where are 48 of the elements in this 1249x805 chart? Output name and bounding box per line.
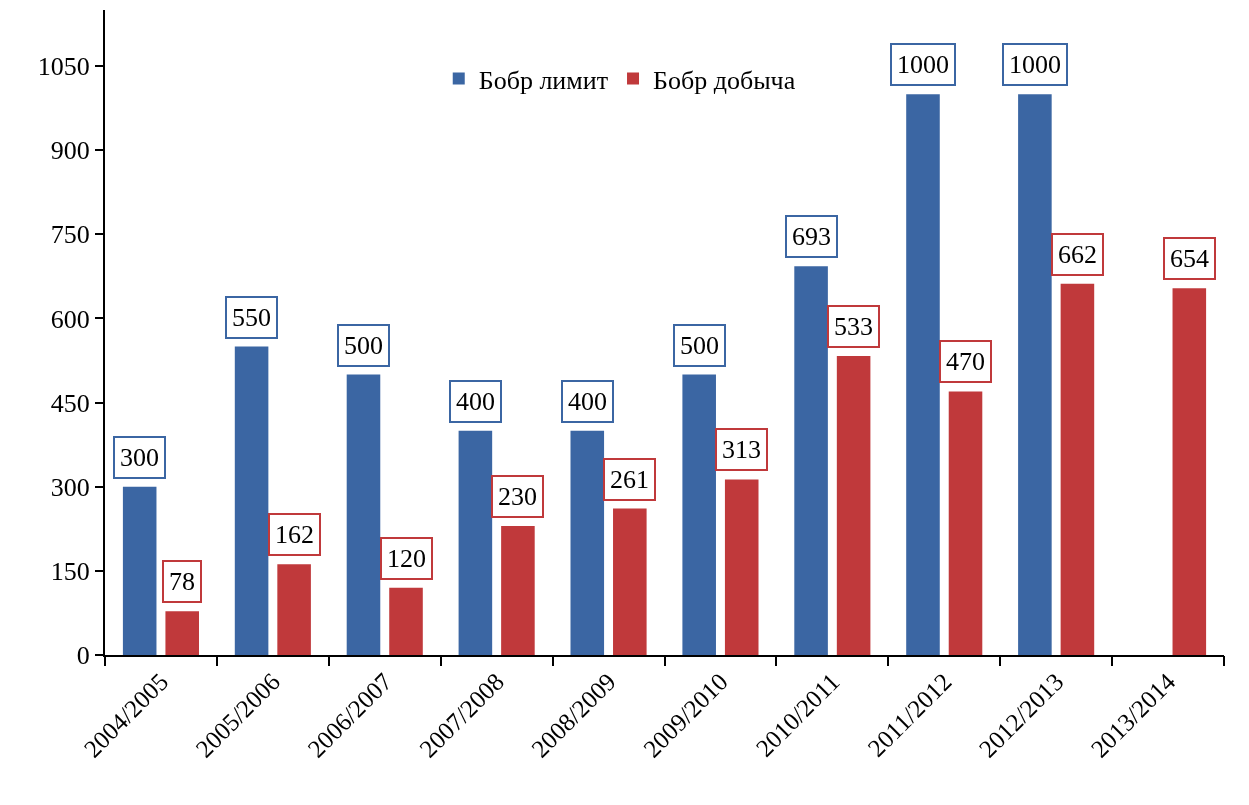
data-label: 120: [387, 544, 426, 573]
y-tick-label: 750: [50, 220, 90, 250]
bar: [501, 526, 535, 655]
data-label: 654: [1170, 244, 1209, 273]
bar: [613, 508, 647, 655]
bar: [389, 587, 423, 655]
y-tick-label: 450: [50, 388, 90, 418]
y-tick-label: 300: [50, 472, 90, 502]
data-label: 230: [498, 482, 537, 511]
bar: [794, 266, 828, 655]
data-label: 550: [232, 303, 271, 332]
y-tick-label: 1050: [37, 52, 90, 82]
bar: [948, 391, 983, 655]
legend-label: Бобр добыча: [653, 65, 796, 95]
bar: [682, 374, 716, 655]
bar: [122, 486, 157, 655]
data-label: 300: [120, 443, 159, 472]
legend-label: Бобр лимит: [478, 65, 609, 95]
data-label: 470: [946, 347, 985, 376]
bar: [570, 430, 605, 655]
data-label: 662: [1058, 240, 1097, 269]
bar: [836, 356, 871, 655]
data-label: 693: [792, 222, 831, 251]
y-tick-label: 0: [76, 641, 90, 671]
bar: [1172, 288, 1207, 655]
data-label: 162: [275, 520, 314, 549]
bar: [346, 374, 381, 655]
bar: [458, 430, 493, 655]
data-label: 1000: [897, 50, 949, 79]
data-label: 533: [834, 312, 873, 341]
bar: [165, 611, 199, 655]
bar: [234, 346, 269, 655]
y-tick-label: 150: [50, 556, 90, 586]
bar: [1018, 94, 1052, 655]
y-tick-label: 900: [50, 136, 90, 166]
data-label: 313: [722, 435, 761, 464]
data-label: 400: [568, 387, 607, 416]
data-label: 500: [680, 331, 719, 360]
data-label: 261: [610, 465, 649, 494]
data-label: 1000: [1009, 50, 1061, 79]
bar: [906, 94, 940, 655]
bar: [277, 564, 311, 655]
bar: [1060, 283, 1095, 655]
bar: [724, 479, 759, 655]
data-label: 500: [344, 331, 383, 360]
data-label: 400: [456, 387, 495, 416]
data-label: 78: [169, 567, 195, 596]
y-tick-label: 600: [50, 304, 90, 334]
